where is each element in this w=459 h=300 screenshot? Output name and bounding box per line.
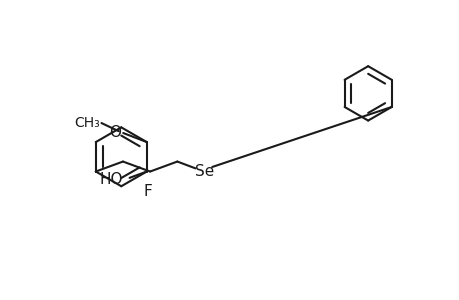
Text: Se: Se [195, 164, 213, 179]
Text: F: F [143, 184, 152, 199]
Text: O: O [109, 124, 121, 140]
Text: HO: HO [100, 172, 123, 187]
Text: CH₃: CH₃ [74, 116, 100, 130]
